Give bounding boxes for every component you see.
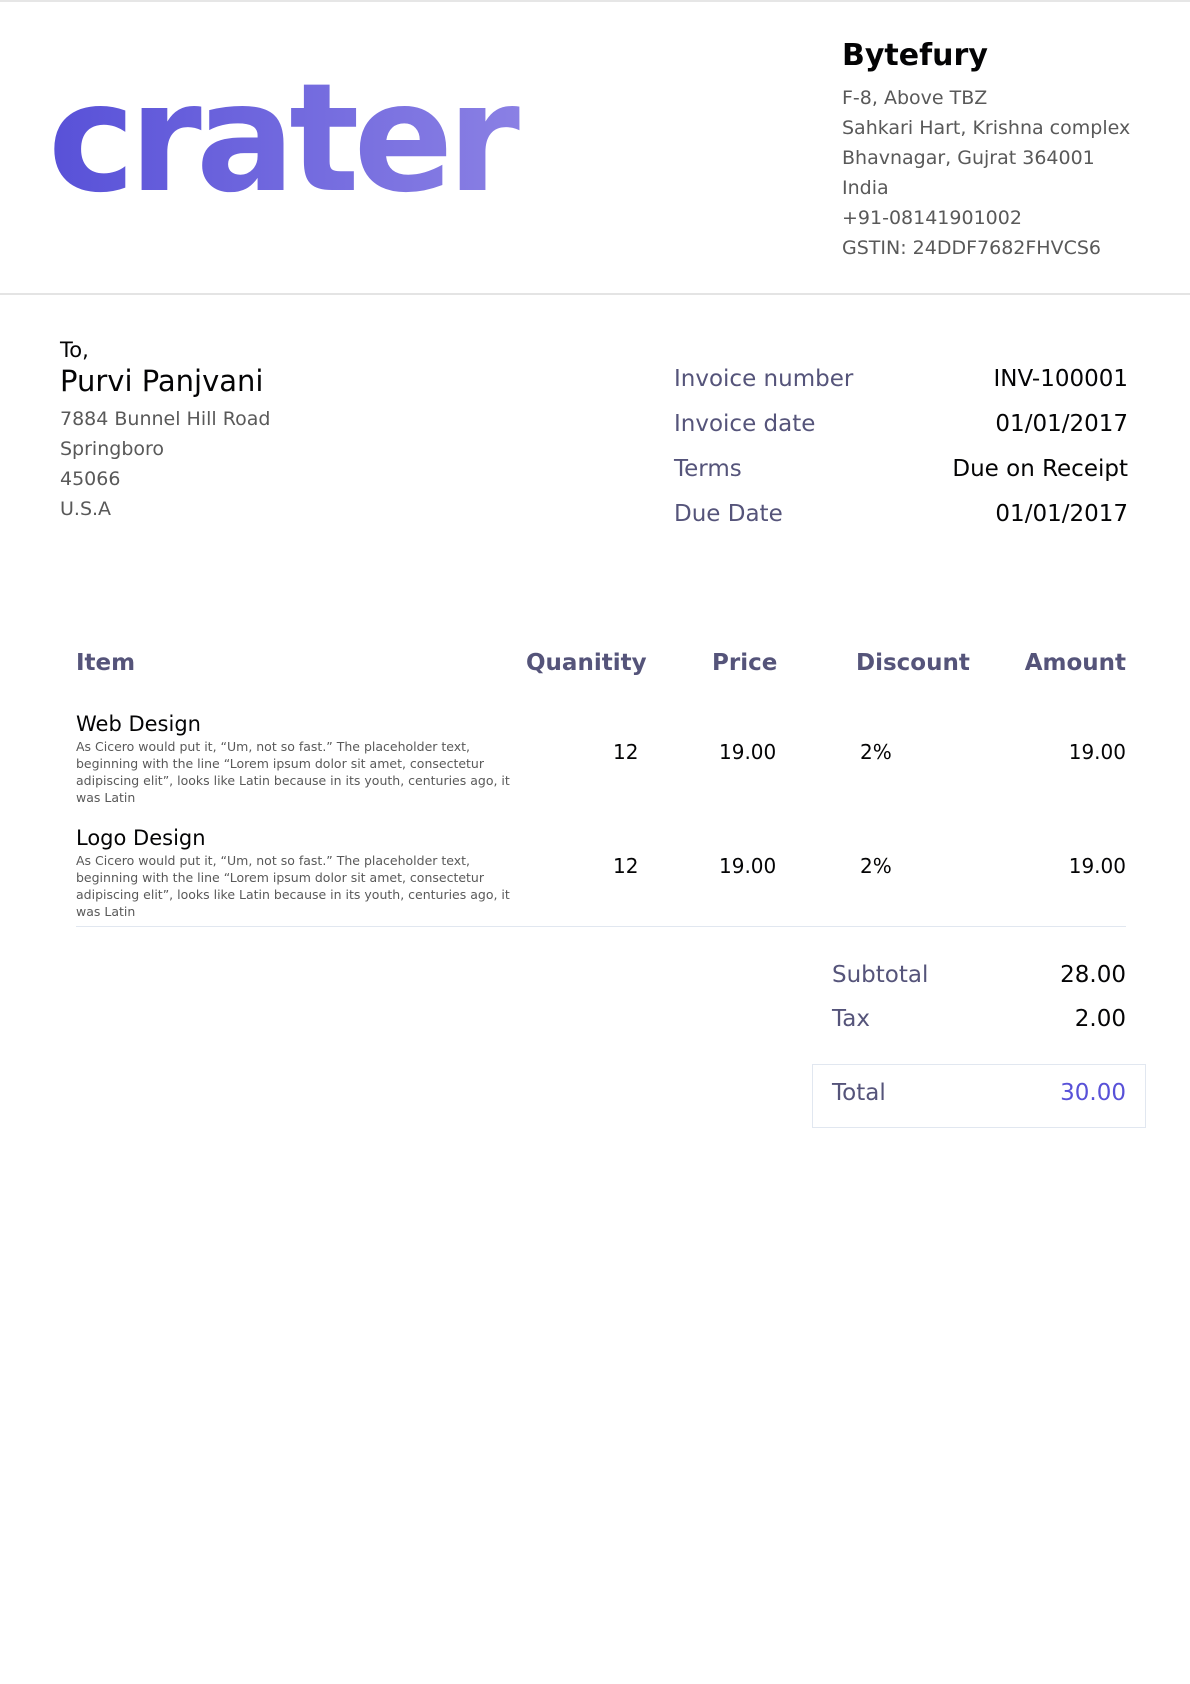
customer-name: Purvi Panjvani xyxy=(60,364,264,398)
company-address-line: Sahkari Hart, Krishna complex xyxy=(842,117,1131,139)
label: Due Date xyxy=(674,500,783,527)
svg-text:crater: crater xyxy=(48,78,520,203)
label: Invoice date xyxy=(674,410,816,437)
value: Due on Receipt xyxy=(952,455,1128,482)
value: 01/01/2017 xyxy=(995,500,1128,527)
header-item: Item xyxy=(76,650,136,676)
customer-address-line: 7884 Bunnel Hill Road xyxy=(60,408,271,430)
invoice-details: Invoice number INV-100001 Invoice date 01/… xyxy=(674,356,1128,536)
header-price: Price xyxy=(712,650,778,676)
item-discount: 2% xyxy=(860,854,892,878)
invoice-date-row: Invoice date 01/01/2017 xyxy=(674,401,1128,446)
table-divider xyxy=(76,926,1126,927)
customer-address-line: Springboro xyxy=(60,438,165,460)
item-description: As Cicero would put it, “Um, not so fast… xyxy=(76,739,510,805)
tax-label: Tax xyxy=(832,1006,870,1032)
item-quantity: 12 xyxy=(613,854,639,878)
item-discount: 2% xyxy=(860,740,892,764)
item-amount: 19.00 xyxy=(1068,854,1126,878)
company-address-line: F-8, Above TBZ xyxy=(842,87,988,109)
company-address-line: Bhavnagar, Gujrat 364001 xyxy=(842,147,1095,169)
header-discount: Discount xyxy=(856,650,970,676)
due-date-row: Due Date 01/01/2017 xyxy=(674,491,1128,536)
item-name: Web Design xyxy=(76,712,201,736)
billing-address: To, Purvi Panjvani 7884 Bunnel Hill Road… xyxy=(60,338,270,524)
company-gstin: GSTIN: 24DDF7682FHVCS6 xyxy=(842,237,1101,259)
item-name: Logo Design xyxy=(76,826,206,850)
to-label: To, xyxy=(60,338,89,362)
table-row: Logo Design As Cicero would put it, “Um,… xyxy=(76,826,536,920)
value: INV-100001 xyxy=(993,365,1128,392)
total-value: 30.00 xyxy=(1060,1080,1126,1106)
header-amount: Amount xyxy=(1024,650,1126,676)
company-address-line: India xyxy=(842,177,889,199)
item-description: As Cicero would put it, “Um, not so fast… xyxy=(76,853,510,919)
total-label: Total xyxy=(832,1080,886,1106)
company-info: Bytefury F-8, Above TBZ Sahkari Hart, Kr… xyxy=(842,38,1130,263)
header-divider xyxy=(0,293,1190,295)
table-row: Web Design As Cicero would put it, “Um, … xyxy=(76,712,536,806)
company-phone: +91-08141901002 xyxy=(842,207,1022,229)
item-amount: 19.00 xyxy=(1068,740,1126,764)
terms-row: Terms Due on Receipt xyxy=(674,446,1128,491)
tax-value: 2.00 xyxy=(1074,1006,1126,1032)
item-quantity: 12 xyxy=(613,740,639,764)
item-price: 19.00 xyxy=(719,854,777,878)
header-quantity: Quanitity xyxy=(526,650,647,676)
invoice-number-row: Invoice number INV-100001 xyxy=(674,356,1128,401)
company-name: Bytefury xyxy=(842,38,988,73)
value: 01/01/2017 xyxy=(995,410,1128,437)
label: Terms xyxy=(674,455,742,482)
customer-address-line: 45066 xyxy=(60,468,121,490)
subtotal-label: Subtotal xyxy=(832,962,929,988)
customer-address-line: U.S.A xyxy=(60,498,112,520)
label: Invoice number xyxy=(674,365,854,392)
subtotal-value: 28.00 xyxy=(1060,962,1126,988)
crater-logo: crater xyxy=(48,78,526,203)
top-border xyxy=(0,0,1190,2)
total-box xyxy=(812,1064,1146,1128)
item-price: 19.00 xyxy=(719,740,777,764)
